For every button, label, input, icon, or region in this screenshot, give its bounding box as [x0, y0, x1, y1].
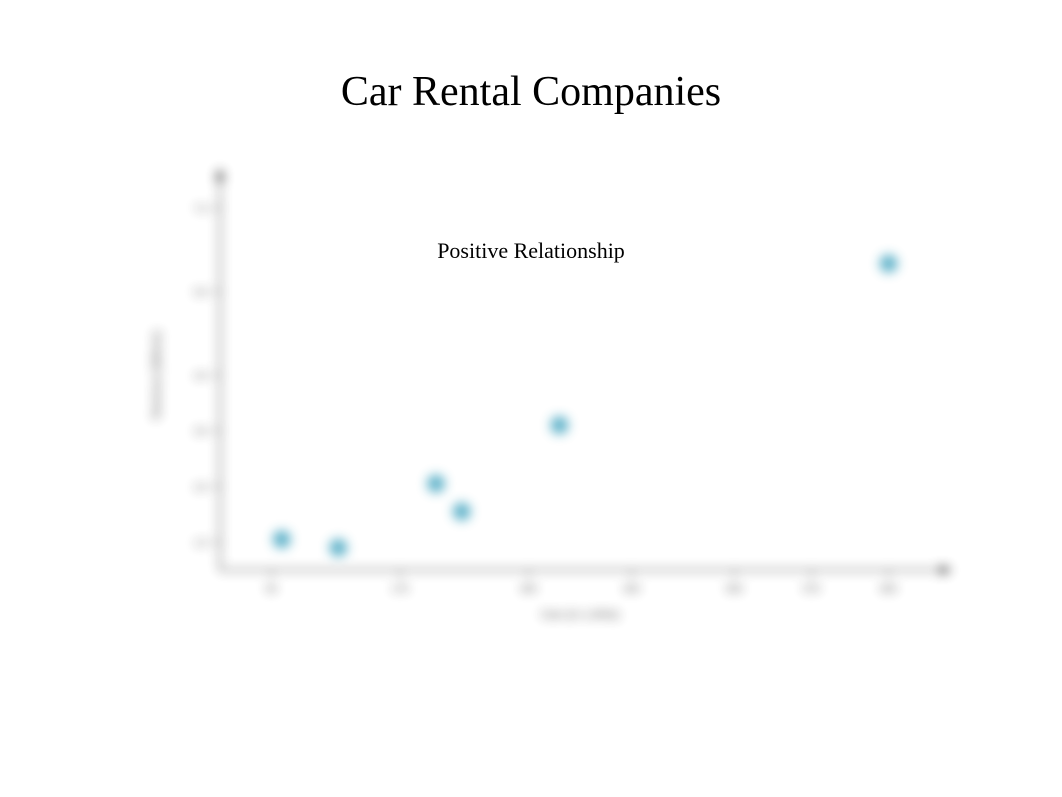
- svg-text:575: 575: [803, 584, 820, 595]
- chart-blur-layer: 50 175 300 400 500 575 650 1.0 2.0 3.0 4.0 5.5 7.0 Ca…: [120, 150, 960, 660]
- svg-text:650: 650: [880, 584, 897, 595]
- scatter-chart: 50 175 300 400 500 575 650 1.0 2.0 3.0 4.0 5.5 7.0 Ca…: [120, 150, 960, 660]
- svg-text:400: 400: [623, 584, 640, 595]
- svg-text:5.5: 5.5: [194, 287, 208, 298]
- page-title: Car Rental Companies: [0, 68, 1062, 116]
- svg-text:Revenue (billions): Revenue (billions): [151, 331, 163, 419]
- svg-text:7.0: 7.0: [194, 204, 208, 215]
- svg-text:4.0: 4.0: [194, 371, 208, 382]
- svg-text:Cars (in 1,000s): Cars (in 1,000s): [541, 609, 619, 621]
- svg-text:1.0: 1.0: [194, 538, 208, 549]
- slide: 50 175 300 400 500 575 650 1.0 2.0 3.0 4.0 5.5 7.0 Ca…: [0, 0, 1062, 797]
- svg-text:300: 300: [520, 584, 537, 595]
- svg-text:50: 50: [266, 584, 278, 595]
- svg-text:3.0: 3.0: [194, 427, 208, 438]
- svg-text:500: 500: [726, 584, 743, 595]
- chart-annotation: Positive Relationship: [0, 238, 1062, 264]
- svg-text:175: 175: [392, 584, 409, 595]
- svg-text:2.0: 2.0: [194, 482, 208, 493]
